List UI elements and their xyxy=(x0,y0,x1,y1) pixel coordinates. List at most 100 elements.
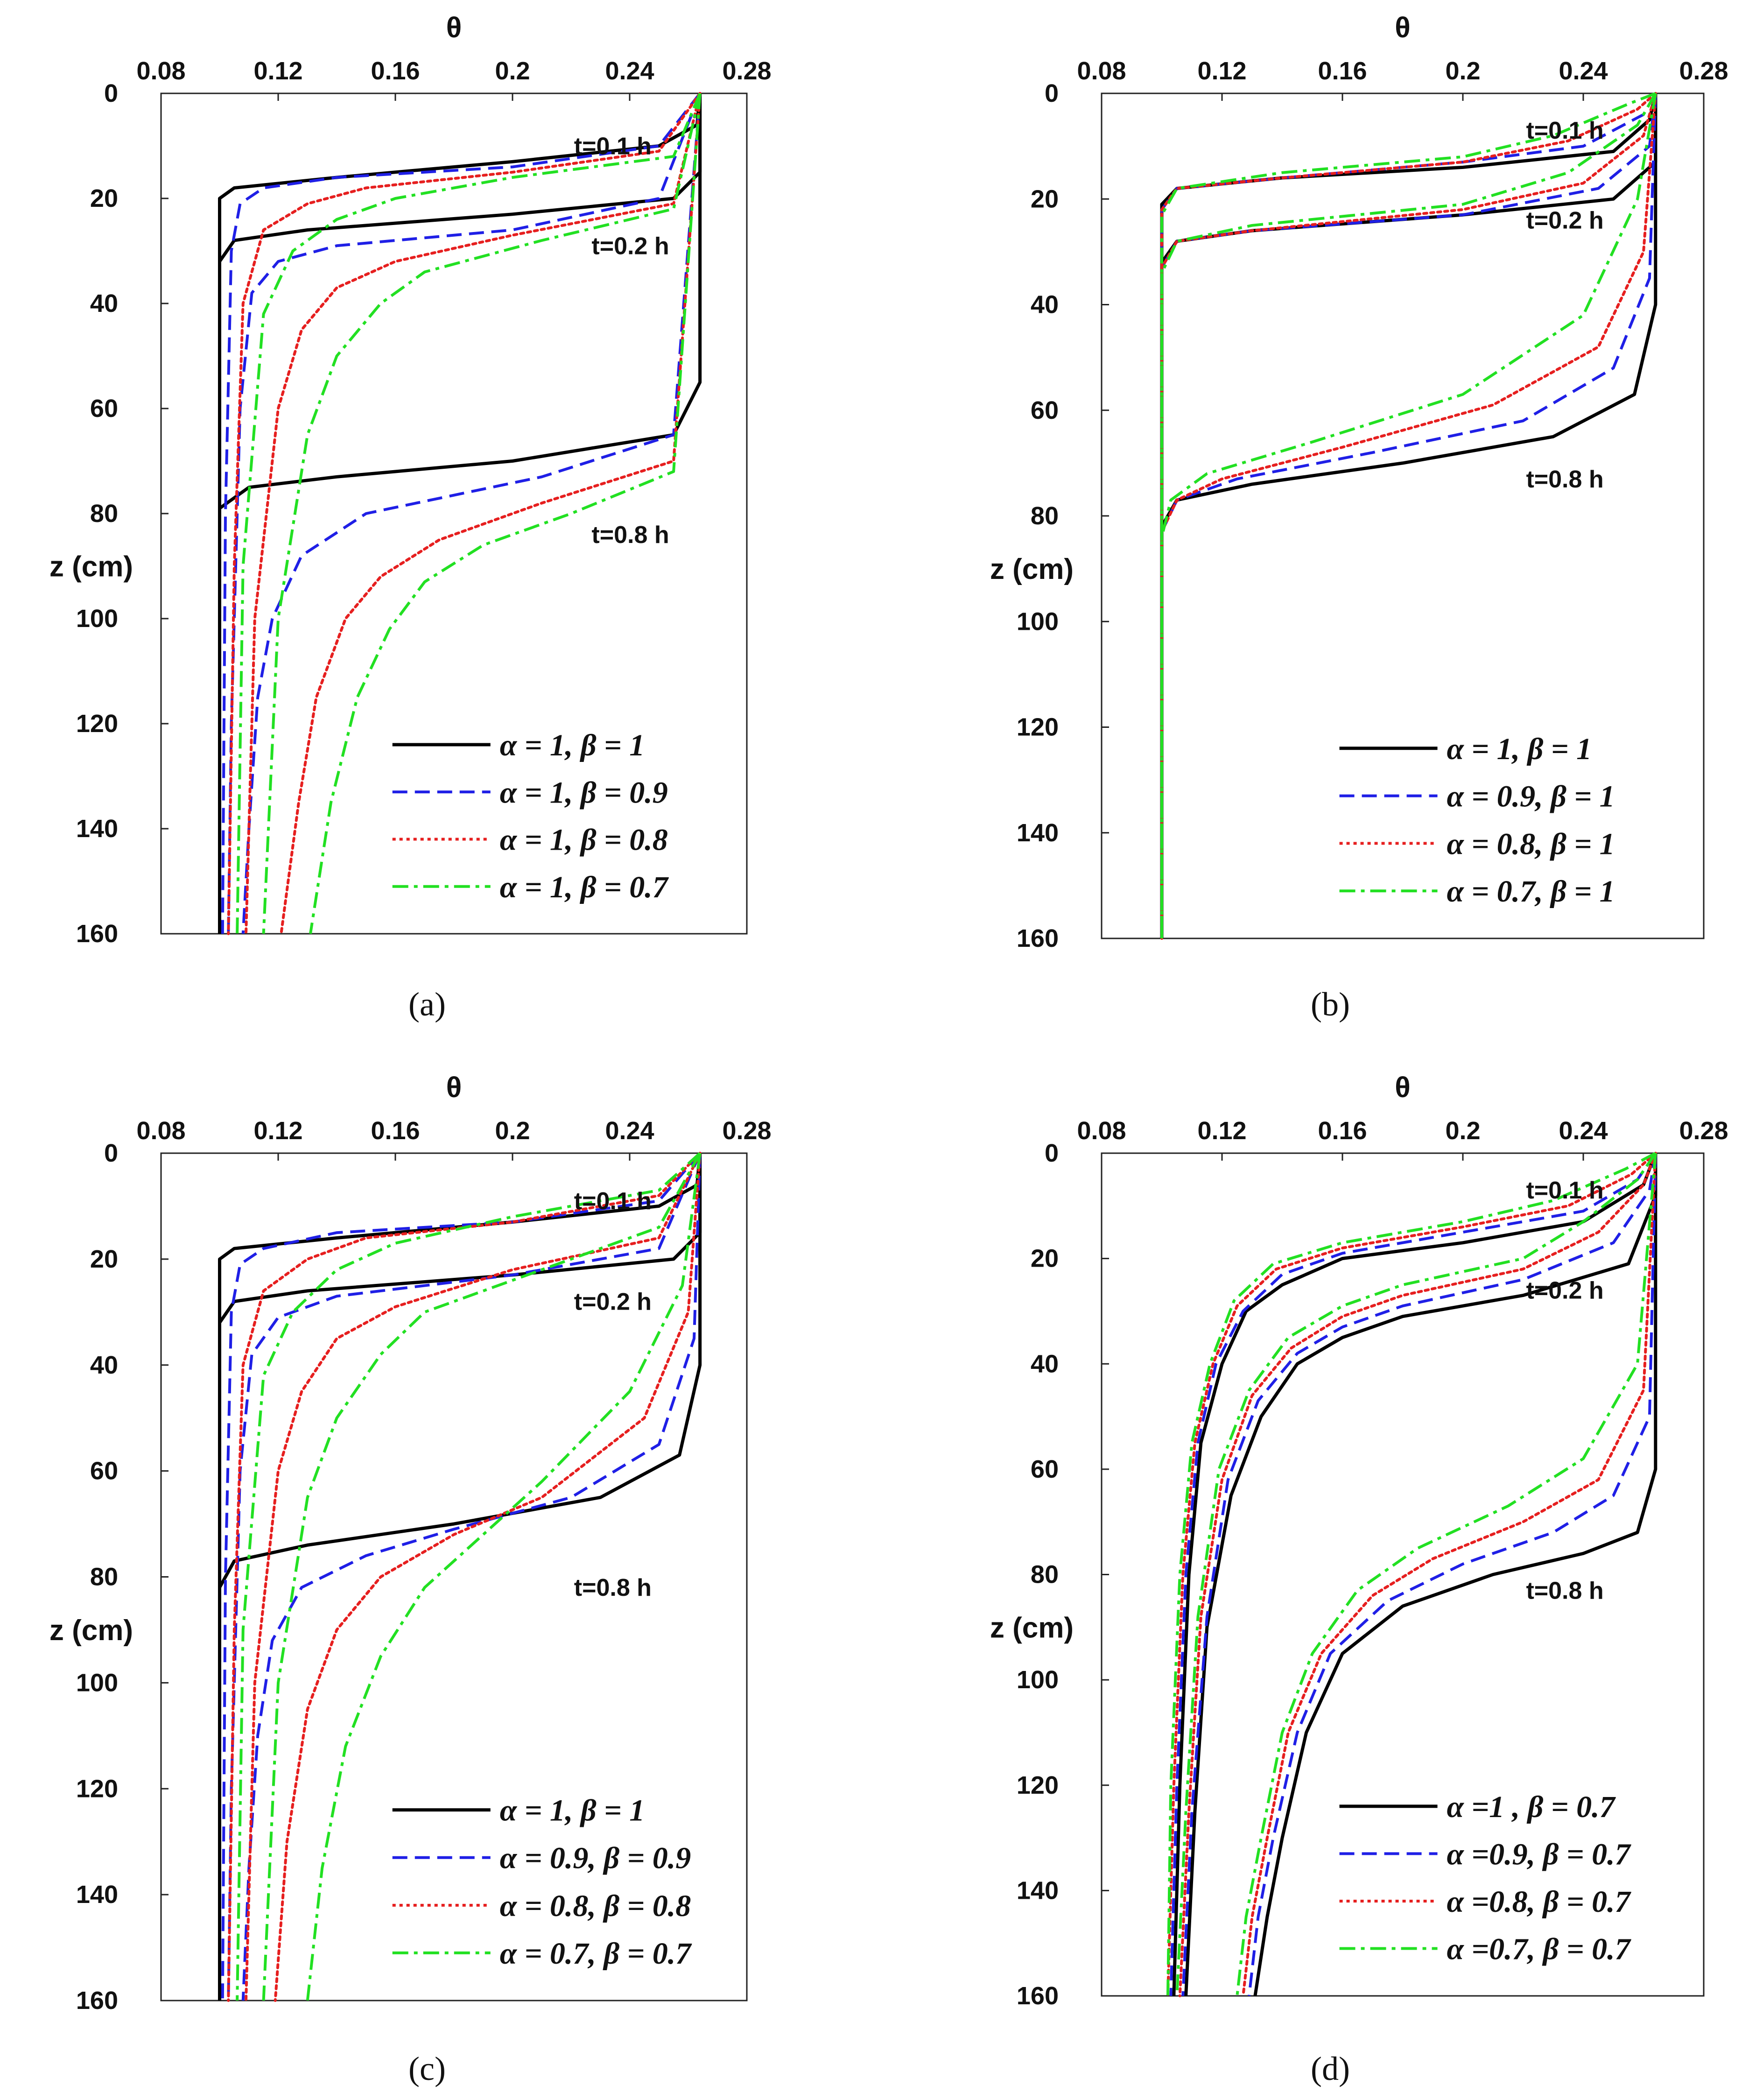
legend-label: α = 1, β = 1 xyxy=(500,728,645,762)
x-tick-label: 0.08 xyxy=(136,1117,185,1145)
legend-label: α =1 , β = 0.7 xyxy=(1447,1790,1616,1824)
legend-label: α =0.7, β = 0.7 xyxy=(1447,1932,1632,1966)
series-4-curve-t-0-1-h xyxy=(1166,1152,1657,1996)
x-tick-label: 0.12 xyxy=(1197,57,1246,85)
time-annotation: t=0.8 h xyxy=(574,1574,652,1601)
series-4-curve-t-0-2-h xyxy=(1175,1152,1657,1996)
time-annotation: t=0.8 h xyxy=(1526,1577,1603,1604)
legend-label: α = 1, β = 0.7 xyxy=(500,870,669,904)
x-tick-label: 0.08 xyxy=(1077,57,1126,85)
y-tick-label: 100 xyxy=(76,605,118,633)
time-annotation: t=0.2 h xyxy=(574,1289,652,1316)
series-4-curve-t-0-2-h xyxy=(262,93,702,934)
x-tick-label: 0.2 xyxy=(495,57,530,85)
series-4-curve-t-0-8-h xyxy=(306,1153,702,2001)
series-4-curve-t-0-1-h xyxy=(236,92,702,934)
series-1-curve-t-0-1-h xyxy=(218,1153,702,2001)
y-tick-label: 140 xyxy=(1017,1876,1059,1904)
legend-label: α = 1, β = 1 xyxy=(500,1794,645,1828)
legend-label: α = 0.8, β = 0.8 xyxy=(500,1889,691,1923)
x-axis-title: θ xyxy=(446,12,462,44)
x-axis-title: θ xyxy=(1395,12,1411,44)
series-3-curve-t-0-2-h xyxy=(1178,1152,1657,1997)
y-axis-title: z (cm) xyxy=(990,553,1074,585)
time-annotation: t=0.2 h xyxy=(1526,207,1603,234)
legend-label: α = 0.9, β = 1 xyxy=(1447,780,1615,814)
series-2-curve-t-0-8-h xyxy=(241,1153,702,2001)
series-4-curve-t-0-2-h xyxy=(262,1152,702,2001)
time-annotation: t=0.2 h xyxy=(1526,1277,1603,1304)
legend-label: α = 1, β = 1 xyxy=(1447,732,1592,766)
panel-caption: (a) xyxy=(408,986,446,1023)
series-3-curve-t-0-1-h xyxy=(1160,92,1657,940)
x-tick-label: 0.12 xyxy=(1197,1117,1246,1145)
x-tick-label: 0.16 xyxy=(1318,1117,1367,1145)
series-1-curve-t-0-8-h xyxy=(218,1153,702,2001)
y-axis-title: z (cm) xyxy=(990,1612,1074,1644)
legend-label: α =0.9, β = 0.7 xyxy=(1447,1837,1632,1871)
y-tick-label: 60 xyxy=(1031,396,1059,424)
time-annotation: t=0.1 h xyxy=(574,1188,652,1215)
x-tick-label: 0.2 xyxy=(1445,57,1480,85)
series-3-curve-t-0-1-h xyxy=(1166,1152,1657,1997)
series-4-curve-t-0-8-h xyxy=(1236,1153,1657,1996)
series-1-curve-t-0-2-h xyxy=(218,1153,702,2001)
y-tick-label: 0 xyxy=(1045,79,1059,107)
panel-caption: (c) xyxy=(408,2050,446,2087)
x-tick-label: 0.28 xyxy=(722,1117,771,1145)
series-3-curve-t-0-8-h xyxy=(274,1152,702,2002)
series-2-curve-t-0-1-h xyxy=(221,92,701,934)
y-tick-label: 80 xyxy=(90,1563,118,1591)
y-tick-label: 140 xyxy=(1017,819,1059,847)
y-tick-label: 120 xyxy=(1017,1771,1059,1799)
series-4-curve-t-0-8-h xyxy=(1160,93,1657,938)
y-tick-label: 80 xyxy=(1031,1561,1059,1589)
x-axis-title: θ xyxy=(446,1071,462,1104)
legend-label: α = 1, β = 0.8 xyxy=(500,823,668,857)
x-tick-label: 0.24 xyxy=(1559,1117,1608,1145)
x-tick-label: 0.16 xyxy=(1318,57,1367,85)
y-tick-label: 60 xyxy=(90,395,118,423)
series-1-curve-t-0-2-h xyxy=(218,93,702,934)
x-tick-label: 0.12 xyxy=(253,57,302,85)
x-tick-label: 0.24 xyxy=(605,57,654,85)
y-tick-label: 140 xyxy=(76,1881,118,1909)
series-3-curve-t-0-2-h xyxy=(245,1152,702,2002)
series-2-curve-t-0-2-h xyxy=(1181,1153,1657,1996)
x-tick-label: 0.2 xyxy=(495,1117,530,1145)
panel-a: 0.08 0.12 0.16 0.2 0.24 0.28 0 20 40 60 80 100 120 14… xyxy=(49,12,772,1023)
y-tick-label: 100 xyxy=(1017,1666,1059,1694)
panel-caption: (b) xyxy=(1311,986,1350,1023)
y-tick-label: 40 xyxy=(90,1351,118,1379)
y-tick-label: 60 xyxy=(90,1457,118,1485)
x-tick-label: 0.16 xyxy=(371,1117,420,1145)
y-tick-label: 20 xyxy=(1031,1245,1059,1273)
x-tick-label: 0.28 xyxy=(722,57,771,85)
y-tick-label: 80 xyxy=(90,500,118,528)
y-tick-label: 120 xyxy=(1017,713,1059,741)
x-tick-label: 0.2 xyxy=(1445,1117,1480,1145)
legend-label: α = 0.9, β = 0.9 xyxy=(500,1841,691,1875)
x-tick-label: 0.08 xyxy=(1077,1117,1126,1145)
y-tick-label: 120 xyxy=(76,710,118,738)
series-3-curve-t-0-8-h xyxy=(280,92,702,935)
x-tick-label: 0.16 xyxy=(371,57,420,85)
series-4-curve-t-0-1-h xyxy=(236,1152,701,2001)
series-3-curve-t-0-8-h xyxy=(1242,1152,1657,1997)
legend-label: α = 0.7, β = 1 xyxy=(1447,874,1615,909)
y-tick-label: 160 xyxy=(76,1987,118,2015)
panel-caption: (d) xyxy=(1311,2050,1350,2087)
legend-label: α = 0.7, β = 0.7 xyxy=(500,1937,693,1971)
x-tick-label: 0.28 xyxy=(1679,57,1728,85)
panel-d: 0.08 0.12 0.16 0.2 0.24 0.28 0 20 40 60 80 100 120 14… xyxy=(990,1071,1728,2087)
x-tick-label: 0.24 xyxy=(605,1117,654,1145)
y-tick-label: 20 xyxy=(90,1245,118,1273)
x-axis-title: θ xyxy=(1395,1071,1411,1104)
legend-label: α = 1, β = 0.9 xyxy=(500,775,668,810)
series-3-curve-t-0-1-h xyxy=(227,92,702,935)
series-2-curve-t-0-1-h xyxy=(221,1152,701,2001)
y-axis-title: z (cm) xyxy=(49,551,133,583)
y-tick-label: 0 xyxy=(104,79,118,107)
x-tick-label: 0.12 xyxy=(253,1117,302,1145)
